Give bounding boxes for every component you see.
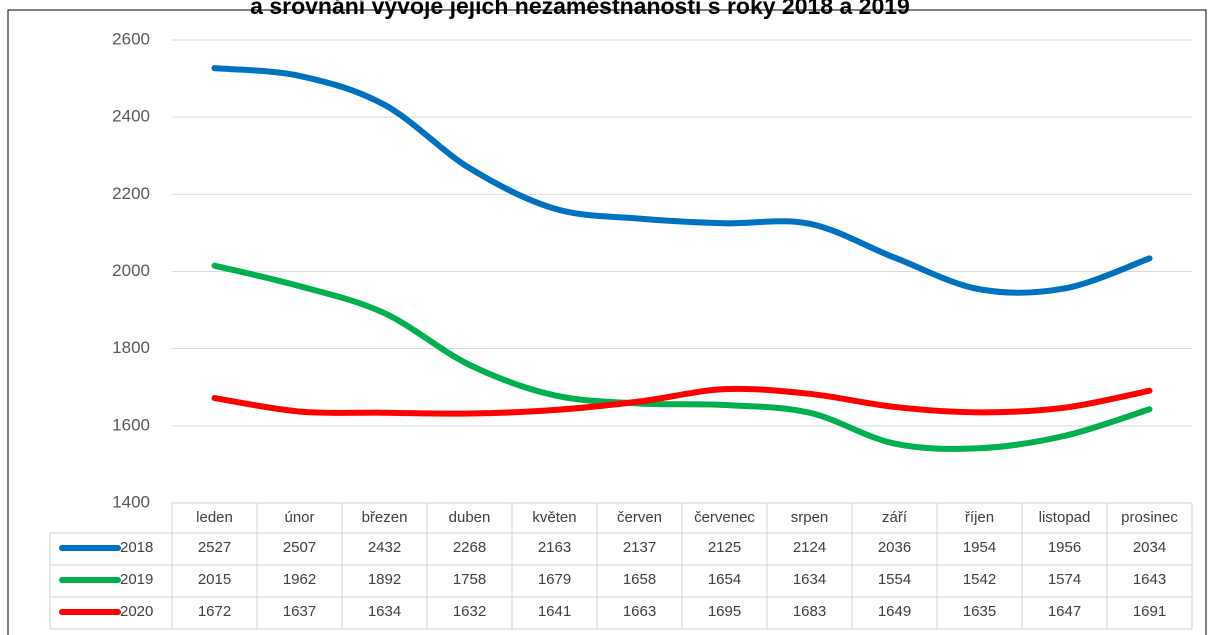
y-tick-label: 2600 (112, 29, 150, 48)
table-value: 1574 (1048, 571, 1081, 588)
y-tick-label: 2400 (112, 107, 150, 126)
legend-label: 2020 (120, 603, 153, 620)
x-tick-label: září (882, 509, 908, 526)
table-value: 1658 (623, 571, 656, 588)
table-value: 1649 (878, 603, 911, 620)
table-value: 1635 (963, 603, 996, 620)
legend-label: 2019 (120, 571, 153, 588)
table-value: 2432 (368, 539, 401, 556)
table-value: 2268 (453, 539, 486, 556)
table-value: 1641 (538, 603, 571, 620)
table-value: 1554 (878, 571, 911, 588)
table-value: 2125 (708, 539, 741, 556)
series-line (211, 262, 1153, 452)
y-tick-label: 1800 (112, 338, 150, 357)
table-value: 2015 (198, 571, 231, 588)
table-value: 1683 (793, 603, 826, 620)
x-tick-label: duben (449, 509, 491, 526)
table-value: 1632 (453, 603, 486, 620)
table-value: 1695 (708, 603, 741, 620)
table-value: 1663 (623, 603, 656, 620)
chart-frame (7, 9, 1207, 635)
x-tick-label: leden (196, 509, 233, 526)
x-tick-label: listopad (1039, 509, 1091, 526)
table-value: 1634 (368, 603, 401, 620)
y-tick-label: 1600 (112, 415, 150, 434)
table-value: 2137 (623, 539, 656, 556)
x-tick-label: červen (617, 509, 662, 526)
table-value: 2034 (1133, 539, 1166, 556)
table-value: 2036 (878, 539, 911, 556)
y-tick-label: 2200 (112, 184, 150, 203)
x-tick-label: srpen (791, 509, 829, 526)
y-tick-label: 2000 (112, 261, 150, 280)
table-value: 2163 (538, 539, 571, 556)
x-tick-label: říjen (965, 509, 994, 526)
x-tick-label: prosinec (1121, 509, 1178, 526)
table-value: 1643 (1133, 571, 1166, 588)
chart-title: a srovnání vývoje jejich nezaměstnanosti… (250, 0, 910, 19)
x-tick-label: květen (532, 509, 576, 526)
table-value: 1691 (1133, 603, 1166, 620)
table-value: 1647 (1048, 603, 1081, 620)
series-line (211, 385, 1153, 417)
table-value: 1962 (283, 571, 316, 588)
x-tick-label: březen (362, 509, 408, 526)
legend-label: 2018 (120, 539, 153, 556)
y-tick-label: 1400 (112, 492, 150, 511)
table-value: 2124 (793, 539, 826, 556)
table-value: 1892 (368, 571, 401, 588)
table-value: 1758 (453, 571, 486, 588)
table-value: 1672 (198, 603, 231, 620)
table-value: 2527 (198, 539, 231, 556)
table-value: 1954 (963, 539, 996, 556)
table-value: 1679 (538, 571, 571, 588)
x-tick-label: únor (284, 509, 314, 526)
table-value: 1542 (963, 571, 996, 588)
table-value: 1956 (1048, 539, 1081, 556)
series-line (211, 65, 1153, 296)
table-value: 1654 (708, 571, 741, 588)
table-value: 1637 (283, 603, 316, 620)
x-tick-label: červenec (694, 509, 755, 526)
table-value: 2507 (283, 539, 316, 556)
table-value: 1634 (793, 571, 826, 588)
